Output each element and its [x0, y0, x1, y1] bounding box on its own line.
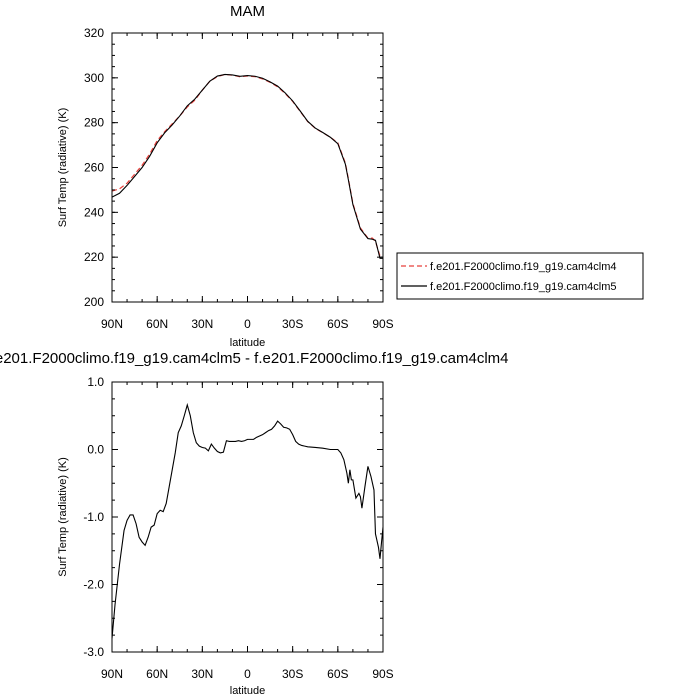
top-panel: MAM Surf Temp (radiative) (K) latitude 9… [57, 3, 394, 349]
chart-title: f.e201.F2000climo.f19_g19.cam4clm5 - f.e… [0, 350, 508, 367]
y-axis-label: Surf Temp (radiative) (K) [57, 457, 69, 577]
y-tick-label: 240 [84, 205, 104, 219]
x-tick-label: 90N [101, 317, 123, 331]
x-tick-label: 0 [244, 667, 251, 681]
x-tick-label: 60N [146, 317, 168, 331]
bottom-panel: f.e201.F2000climo.f19_g19.cam4clm5 - f.e… [0, 350, 508, 697]
x-tick-label: 30N [191, 317, 213, 331]
chart-title: MAM [230, 3, 265, 20]
legend-box [396, 252, 644, 300]
plot-frame [111, 32, 384, 303]
x-axis-label: latitude [230, 685, 265, 697]
y-tick-label: 300 [84, 71, 104, 85]
series-line-0 [112, 402, 383, 639]
legend: f.e201.F2000climo.f19_g19.cam4clm4 f.e201… [396, 252, 644, 300]
legend-label: f.e201.F2000climo.f19_g19.cam4clm5 [430, 281, 617, 293]
series-line-0 [112, 73, 383, 258]
plot-frame [111, 381, 384, 653]
x-tick-label: 30S [282, 317, 303, 331]
x-tick-label: 30N [191, 667, 213, 681]
legend-label: f.e201.F2000climo.f19_g19.cam4clm4 [430, 261, 617, 273]
x-tick-label: 60S [327, 667, 348, 681]
y-tick-label: 1.0 [87, 375, 104, 389]
y-axis-label: Surf Temp (radiative) (K) [57, 108, 69, 228]
y-tick-label: 0.0 [87, 443, 104, 457]
y-tick-label: -3.0 [83, 645, 104, 659]
y-tick-label: 220 [84, 250, 104, 264]
y-tick-label: 200 [84, 295, 104, 309]
x-tick-label: 90S [372, 667, 393, 681]
x-tick-label: 0 [244, 317, 251, 331]
series-line-1 [112, 73, 383, 259]
x-tick-label: 60S [327, 317, 348, 331]
y-tick-label: -1.0 [83, 510, 104, 524]
y-tick-label: 280 [84, 116, 104, 130]
x-tick-label: 30S [282, 667, 303, 681]
x-tick-label: 90N [101, 667, 123, 681]
x-axis-label: latitude [230, 337, 265, 349]
y-tick-label: 260 [84, 161, 104, 175]
x-tick-label: 60N [146, 667, 168, 681]
x-tick-label: 90S [372, 317, 393, 331]
y-tick-label: 320 [84, 26, 104, 40]
y-tick-label: -2.0 [83, 578, 104, 592]
